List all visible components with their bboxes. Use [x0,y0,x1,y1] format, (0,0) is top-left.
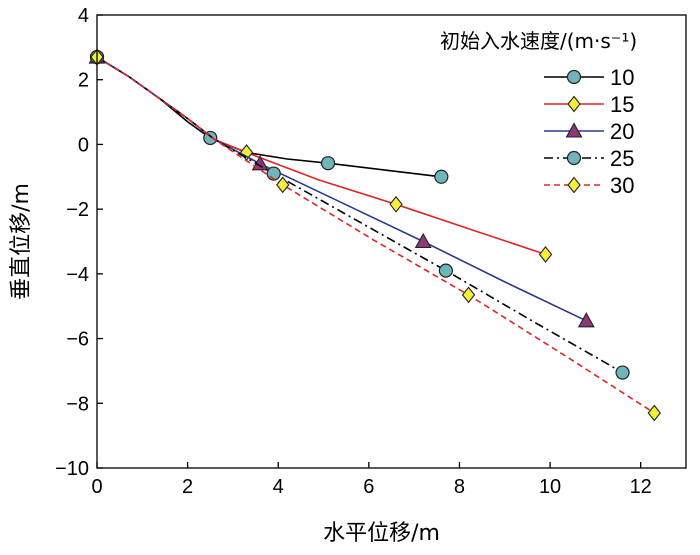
y-tick-label: −6 [66,329,89,351]
series-15 [90,48,553,263]
y-tick-label: −10 [55,458,89,480]
legend-label-25: 25 [610,146,634,171]
y-tick-label: −2 [66,199,89,221]
legend-entry-30: 30 [544,173,634,198]
y-axis-title: 垂直位移/m [9,183,34,300]
data-point-15 [239,144,254,161]
data-point-20 [577,312,595,328]
data-point-30 [276,176,290,194]
legend-entry-25: 25 [544,146,634,171]
series-25 [89,49,630,380]
series-line-10 [96,56,442,178]
legend-title: 初始入水速度/(m·s⁻¹) [440,29,637,53]
x-tick-label: 8 [454,476,465,498]
x-tick-label: 4 [273,476,284,498]
y-tick-label: −4 [66,264,89,286]
series-line-15 [96,56,546,256]
x-tick-label: 12 [630,476,652,498]
data-point-15 [538,246,553,263]
legend-label-30: 30 [610,173,634,198]
legend-entry-20: 20 [544,119,634,144]
series-30 [90,48,661,422]
y-tick-label: −8 [66,393,89,415]
x-tick-label: 0 [91,476,102,498]
legend-marker-10 [566,69,582,85]
y-tick-label: 4 [78,5,89,27]
legend-marker-15 [567,95,581,113]
x-tick-label: 2 [182,476,193,498]
legend-entry-10: 10 [544,65,634,90]
series-layer [88,48,661,422]
x-tick-label: 10 [539,476,561,498]
data-point-10 [320,156,336,171]
data-point-10 [434,169,449,184]
data-point-20 [414,232,432,249]
series-line-30 [96,56,655,414]
legend-label-10: 10 [610,65,634,90]
x-tick-label: 6 [363,476,374,498]
data-point-30 [647,404,661,422]
data-point-25 [615,365,630,380]
legend-marker-20 [565,122,583,138]
legend-entry-15: 15 [544,92,634,117]
plot-frame [96,14,687,469]
legend-marker-25 [566,150,582,166]
data-point-30 [461,286,476,304]
data-point-25 [438,263,453,278]
x-axis-title: 水平位移/m [323,521,440,546]
series-line-25 [96,56,623,374]
legend-label-20: 20 [610,119,634,144]
data-point-10 [203,130,218,146]
y-tick-label: 2 [78,70,89,92]
series-10 [89,49,449,184]
series-20 [88,48,595,328]
data-point-15 [389,195,403,213]
legend-marker-30 [567,176,581,194]
series-line-20 [96,56,587,322]
legend-label-15: 15 [610,92,634,117]
y-tick-label: 0 [78,134,89,156]
